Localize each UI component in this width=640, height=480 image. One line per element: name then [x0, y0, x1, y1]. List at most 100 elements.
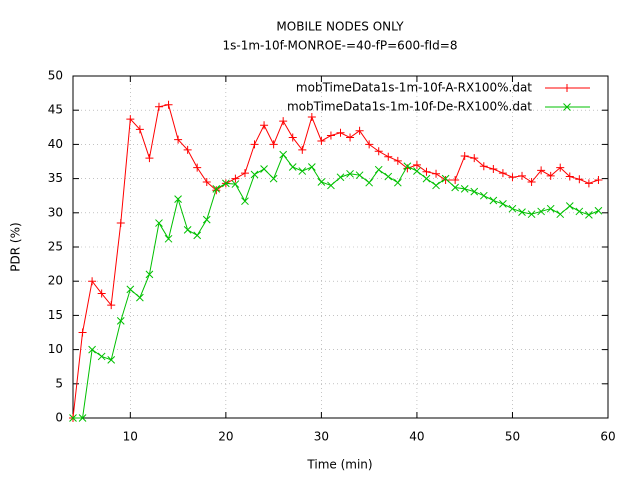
- point-marker: [556, 210, 565, 219]
- point-marker: [88, 277, 97, 286]
- x-tick-label: 10: [123, 430, 138, 444]
- point-marker: [537, 166, 546, 175]
- point-marker: [307, 163, 316, 171]
- x-tick-label: 40: [409, 430, 424, 444]
- point-marker: [365, 140, 374, 149]
- point-marker: [499, 200, 507, 208]
- point-marker: [317, 136, 326, 145]
- point-marker: [298, 167, 307, 175]
- point-marker: [202, 178, 211, 187]
- point-marker: [546, 171, 555, 180]
- point-marker: [116, 317, 125, 325]
- point-marker: [269, 140, 278, 149]
- point-marker: [231, 180, 240, 188]
- point-marker: [260, 121, 269, 130]
- point-marker: [441, 174, 450, 183]
- point-marker: [346, 169, 354, 178]
- point-marker: [556, 163, 565, 172]
- y-axis-label: PDR (%): [9, 222, 23, 271]
- point-marker: [565, 202, 574, 210]
- point-marker: [202, 215, 211, 224]
- point-marker: [126, 285, 135, 294]
- point-marker: [346, 133, 355, 142]
- point-marker: [155, 219, 163, 227]
- x-tick-label: 30: [314, 430, 329, 444]
- point-marker: [250, 140, 259, 149]
- point-marker: [288, 163, 297, 171]
- point-marker: [518, 171, 527, 180]
- point-marker: [260, 165, 268, 173]
- point-marker: [518, 208, 526, 216]
- legend-marker: [563, 103, 571, 111]
- point-marker: [298, 145, 307, 154]
- legend-marker: [563, 84, 571, 92]
- point-marker: [508, 173, 517, 182]
- point-marker: [479, 162, 488, 171]
- y-tick-label: 45: [48, 103, 63, 117]
- point-marker: [241, 197, 249, 206]
- point-marker: [575, 175, 584, 184]
- point-marker: [355, 171, 364, 180]
- point-marker: [594, 206, 603, 215]
- point-marker: [585, 210, 593, 219]
- point-marker: [145, 154, 154, 163]
- point-marker: [413, 167, 421, 175]
- point-marker: [451, 175, 460, 184]
- point-marker: [384, 172, 393, 181]
- y-tick-label: 5: [55, 376, 63, 390]
- y-tick-label: 30: [48, 205, 63, 219]
- chart-subtitle: 1s-1m-10f-MONROE-=40-fP=600-fId=8: [223, 39, 458, 53]
- point-marker: [374, 165, 383, 174]
- point-marker: [183, 226, 192, 234]
- point-marker: [441, 175, 450, 184]
- point-marker: [336, 128, 345, 137]
- x-tick-label: 50: [505, 430, 520, 444]
- point-marker: [432, 181, 440, 190]
- y-tick-label: 25: [48, 240, 63, 254]
- y-tick-label: 10: [48, 342, 63, 356]
- point-marker: [355, 126, 364, 135]
- point-marker: [231, 174, 240, 183]
- point-marker: [327, 181, 335, 190]
- point-marker: [489, 196, 498, 205]
- point-marker: [107, 356, 116, 364]
- y-tick-label: 15: [48, 308, 63, 322]
- point-marker: [193, 231, 202, 240]
- point-marker: [136, 293, 144, 302]
- point-marker: [193, 163, 202, 172]
- point-marker: [546, 204, 555, 213]
- point-marker: [527, 210, 536, 219]
- point-marker: [393, 156, 402, 165]
- point-marker: [126, 115, 135, 124]
- point-marker: [393, 178, 402, 187]
- y-tick-label: 35: [48, 171, 63, 185]
- point-marker: [451, 183, 459, 192]
- point-marker: [78, 414, 87, 422]
- point-marker: [288, 133, 297, 142]
- point-marker: [78, 328, 87, 337]
- series-line: [73, 153, 599, 419]
- point-marker: [97, 352, 106, 361]
- point-marker: [269, 174, 278, 183]
- legend-label: mobTimeData1s-1m-10f-A-RX100%.dat: [296, 81, 532, 95]
- y-tick-label: 20: [48, 274, 63, 288]
- point-marker: [479, 191, 488, 200]
- point-marker: [336, 173, 345, 182]
- point-marker: [88, 345, 96, 354]
- y-tick-label: 40: [48, 137, 63, 151]
- point-marker: [365, 178, 374, 187]
- point-marker: [97, 289, 106, 298]
- x-axis-label: Time (min): [306, 458, 372, 472]
- point-marker: [240, 169, 249, 178]
- point-marker: [508, 204, 517, 213]
- point-marker: [575, 207, 584, 216]
- point-marker: [69, 414, 77, 422]
- point-marker: [470, 187, 479, 196]
- legend-label: mobTimeData1s-1m-10f-De-RX100%.dat: [287, 100, 532, 114]
- point-marker: [422, 174, 431, 183]
- point-marker: [317, 178, 326, 186]
- point-marker: [594, 175, 603, 184]
- plot-border: [72, 75, 609, 419]
- point-marker: [374, 147, 383, 156]
- point-marker: [145, 270, 154, 279]
